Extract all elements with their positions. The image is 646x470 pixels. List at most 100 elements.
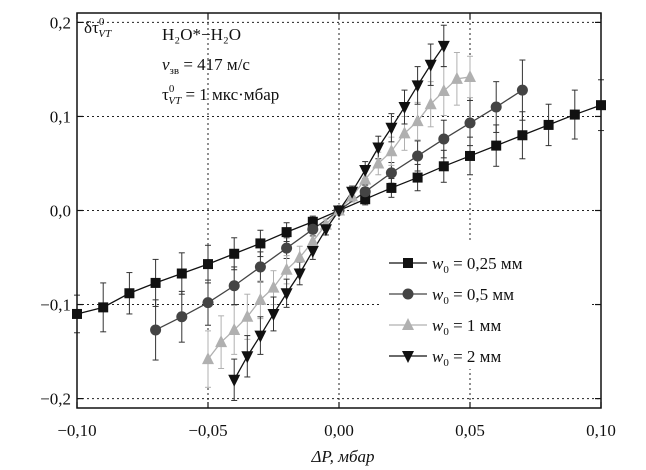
data-point-series-3 (398, 126, 411, 139)
annotation-tau-sub: VT (168, 95, 182, 107)
y-axis-label-main: δτ (84, 18, 99, 37)
data-point-series-3 (254, 292, 267, 305)
legend-label-1-var: w (432, 254, 444, 273)
data-point-series-1 (229, 248, 240, 259)
annotation-velocity-var: v (162, 55, 170, 74)
data-point-series-3 (306, 234, 319, 247)
legend-swatches (389, 258, 427, 363)
data-point-series-4 (398, 102, 411, 115)
data-point-series-3 (241, 309, 254, 322)
data-point-series-1 (412, 172, 423, 183)
x-axis-label: ΔP, мбар (310, 447, 374, 466)
data-point-series-4 (411, 80, 424, 93)
data-point-series-3 (215, 335, 228, 348)
data-point-series-4 (280, 288, 293, 301)
data-point-series-3 (411, 114, 424, 127)
legend-label-4-rest: = 2 мм (449, 347, 502, 366)
legend-marker-2 (402, 288, 414, 300)
data-point-series-4 (267, 308, 280, 321)
legend-marker-1 (403, 258, 413, 268)
legend-background (382, 243, 592, 369)
data-point-series-2 (464, 117, 476, 129)
data-point-series-1 (98, 302, 109, 313)
data-point-series-1 (176, 268, 187, 279)
data-point-series-1 (255, 238, 266, 249)
x-tick-label: −0,05 (188, 421, 227, 440)
data-point-series-4 (437, 40, 450, 53)
data-point-series-1 (491, 140, 502, 151)
data-point-series-1 (543, 119, 554, 130)
data-point-series-4 (385, 122, 398, 135)
legend-label-3-rest: = 1 мм (449, 316, 502, 335)
data-point-series-1 (386, 182, 397, 193)
data-point-series-2 (307, 223, 319, 235)
annotation-velocity-sub: зв (170, 65, 180, 77)
data-point-series-2 (281, 242, 293, 254)
y-tick-label: −0,2 (40, 390, 71, 409)
data-point-series-1 (517, 130, 528, 141)
data-point-series-3 (359, 172, 372, 185)
data-point-series-2 (438, 133, 450, 145)
annotation-tau-var: τ (162, 85, 169, 104)
x-tick-label: 0,05 (455, 421, 485, 440)
data-point-series-1 (203, 259, 213, 270)
x-tick-label: 0,00 (324, 421, 354, 440)
annotation-tau: τ0 VT = 1 мкс·мбар (162, 83, 279, 107)
x-tick-label: 0,10 (586, 421, 616, 440)
legend-label-2-rest: = 0,5 мм (449, 285, 514, 304)
legend-label-2-sub: 0 (443, 295, 449, 307)
data-point-series-2 (385, 167, 397, 179)
data-point-series-2 (254, 261, 266, 273)
data-point-series-4 (241, 351, 254, 364)
legend-label-4-var: w (432, 347, 444, 366)
data-point-series-3 (280, 262, 293, 275)
legend-label-4: w0 = 2 мм (432, 347, 501, 369)
data-point-series-1 (569, 109, 580, 120)
legend-marker-4 (402, 351, 414, 363)
data-point-series-4 (228, 374, 241, 387)
y-tick-label: 0,1 (50, 107, 71, 126)
data-point-series-3 (450, 71, 463, 84)
legend: w0 = 0,25 мм w0 = 0,5 мм w0 = 1 мм w0 = … (382, 243, 592, 369)
legend-label-3: w0 = 1 мм (432, 316, 501, 338)
data-point-series-1 (281, 227, 292, 238)
data-point-series-4 (306, 245, 319, 258)
annotation-velocity: vзв = 417 м/с (162, 55, 250, 77)
legend-label-2-var: w (432, 285, 444, 304)
data-point-series-1 (465, 150, 475, 161)
data-point-series-2 (228, 280, 240, 292)
data-point-series-1 (124, 288, 135, 299)
data-point-series-2 (150, 324, 162, 336)
y-axis-label-sub: VT (98, 28, 112, 40)
legend-label-3-sub: 0 (443, 326, 449, 338)
data-point-series-2 (490, 101, 502, 113)
data-point-series-4 (319, 224, 332, 237)
data-point-series-4 (359, 165, 372, 178)
data-markers (72, 40, 606, 387)
data-point-series-4 (333, 205, 345, 218)
annotation-reaction: H₂O*−H₂O (162, 25, 241, 44)
data-point-series-4 (254, 330, 267, 343)
data-point-series-3 (293, 250, 306, 263)
data-point-series-1 (360, 194, 371, 205)
y-tick-label: −0,1 (40, 296, 71, 315)
data-point-series-3 (267, 280, 280, 293)
data-point-series-1 (438, 161, 449, 172)
legend-label-3-var: w (432, 316, 444, 335)
annotation-tau-rest: = 1 мкс·мбар (181, 85, 279, 104)
axis-ticks: −0,10 −0,05 0,00 0,05 0,10 0,2 0,1 0,0 −0,1 −0,2 (40, 13, 616, 440)
annotation-velocity-rest: = 417 м/с (179, 55, 250, 74)
data-point-series-4 (293, 268, 306, 281)
data-point-series-3 (437, 84, 450, 97)
legend-label-4-sub: 0 (443, 357, 449, 369)
data-point-series-4 (346, 186, 359, 199)
data-point-series-3 (464, 69, 476, 82)
legend-label-2: w0 = 0,5 мм (432, 285, 514, 307)
data-point-series-1 (307, 216, 318, 227)
data-point-series-1 (150, 277, 161, 288)
legend-label-1-rest: = 0,25 мм (449, 254, 523, 273)
legend-label-1: w0 = 0,25 мм (432, 254, 523, 276)
y-axis-label-sup: 0 (99, 16, 105, 28)
legend-marker-3 (402, 318, 414, 330)
